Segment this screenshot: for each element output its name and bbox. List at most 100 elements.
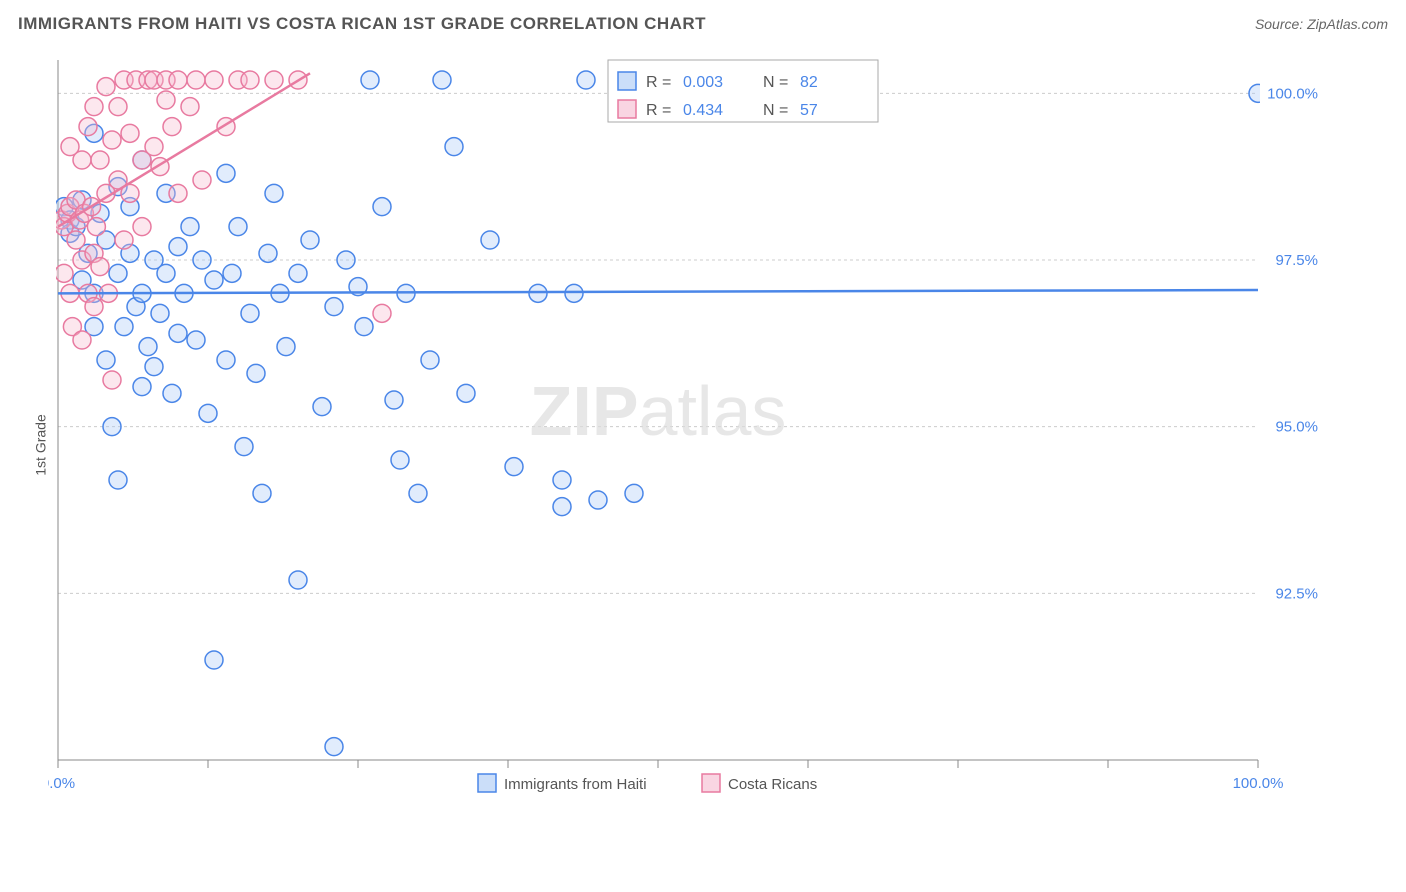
data-point <box>553 471 571 489</box>
data-point <box>133 218 151 236</box>
data-point <box>289 571 307 589</box>
data-point <box>157 91 175 109</box>
data-point <box>169 184 187 202</box>
legend-n-value: 82 <box>800 74 818 91</box>
data-point <box>337 251 355 269</box>
y-tick-label: 92.5% <box>1275 585 1318 602</box>
data-point <box>193 171 211 189</box>
data-point <box>205 271 223 289</box>
data-point <box>277 338 295 356</box>
data-point <box>151 304 169 322</box>
data-point <box>169 238 187 256</box>
data-point <box>181 218 199 236</box>
data-point <box>169 71 187 89</box>
data-point <box>565 284 583 302</box>
data-point <box>625 484 643 502</box>
data-point <box>157 264 175 282</box>
data-point <box>97 351 115 369</box>
data-point <box>577 71 595 89</box>
legend-r-label: R = <box>646 102 671 119</box>
legend-r-label: R = <box>646 74 671 91</box>
legend-swatch <box>618 100 636 118</box>
chart-title: IMMIGRANTS FROM HAITI VS COSTA RICAN 1ST… <box>18 14 706 34</box>
data-point <box>139 338 157 356</box>
data-point <box>301 231 319 249</box>
data-point <box>85 298 103 316</box>
data-point <box>91 258 109 276</box>
data-point <box>97 78 115 96</box>
data-point <box>145 358 163 376</box>
data-point <box>325 738 343 756</box>
data-point <box>181 98 199 116</box>
y-tick-label: 97.5% <box>1275 252 1318 269</box>
data-point <box>187 331 205 349</box>
y-tick-label: 95.0% <box>1275 419 1318 436</box>
legend-swatch <box>618 72 636 90</box>
data-point <box>199 404 217 422</box>
y-axis-label: 1st Grade <box>33 414 49 475</box>
data-point <box>289 264 307 282</box>
data-point <box>553 498 571 516</box>
data-point <box>589 491 607 509</box>
data-point <box>373 198 391 216</box>
data-point <box>433 71 451 89</box>
data-point <box>109 98 127 116</box>
data-point <box>103 131 121 149</box>
bottom-legend-swatch <box>478 774 496 792</box>
data-point <box>217 164 235 182</box>
data-point <box>205 651 223 669</box>
data-point <box>409 484 427 502</box>
data-point <box>145 138 163 156</box>
bottom-legend-label: Costa Ricans <box>728 776 817 793</box>
trend-line-1 <box>58 73 310 226</box>
data-point <box>457 384 475 402</box>
data-point <box>187 71 205 89</box>
scatter-chart: 92.5%95.0%97.5%100.0%0.0%100.0%ZIPatlasR… <box>48 50 1386 840</box>
data-point <box>1249 84 1267 102</box>
data-point <box>247 364 265 382</box>
data-point <box>265 71 283 89</box>
data-point <box>205 71 223 89</box>
data-point <box>115 231 133 249</box>
data-point <box>73 151 91 169</box>
data-point <box>445 138 463 156</box>
data-point <box>73 331 91 349</box>
legend-n-value: 57 <box>800 102 818 119</box>
y-tick-label: 100.0% <box>1267 85 1318 102</box>
data-point <box>241 304 259 322</box>
watermark: ZIPatlas <box>530 372 787 450</box>
data-point <box>265 184 283 202</box>
trend-line-0 <box>58 290 1258 293</box>
data-point <box>163 118 181 136</box>
data-point <box>193 251 211 269</box>
bottom-legend-swatch <box>702 774 720 792</box>
data-point <box>109 471 127 489</box>
data-point <box>361 71 379 89</box>
source-label: Source: ZipAtlas.com <box>1255 16 1388 32</box>
data-point <box>391 451 409 469</box>
data-point <box>223 264 241 282</box>
data-point <box>481 231 499 249</box>
data-point <box>91 151 109 169</box>
data-point <box>373 304 391 322</box>
data-point <box>241 71 259 89</box>
data-point <box>229 218 247 236</box>
x-tick-label: 100.0% <box>1233 775 1284 792</box>
legend-n-label: N = <box>763 74 788 91</box>
data-point <box>79 118 97 136</box>
data-point <box>385 391 403 409</box>
data-point <box>253 484 271 502</box>
data-point <box>355 318 373 336</box>
data-point <box>259 244 277 262</box>
data-point <box>529 284 547 302</box>
data-point <box>505 458 523 476</box>
data-point <box>421 351 439 369</box>
data-point <box>67 231 85 249</box>
data-point <box>85 98 103 116</box>
data-point <box>109 264 127 282</box>
data-point <box>163 384 181 402</box>
data-point <box>169 324 187 342</box>
data-point <box>121 124 139 142</box>
data-point <box>55 264 73 282</box>
data-point <box>313 398 331 416</box>
